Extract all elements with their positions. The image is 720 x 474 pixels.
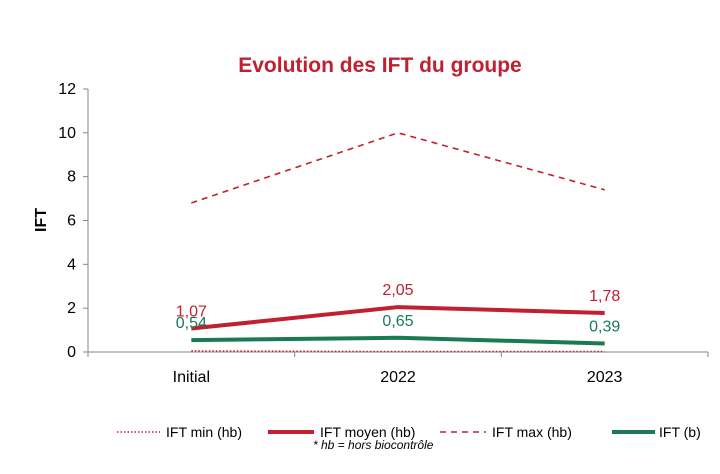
- x-tick-label: 2023: [587, 369, 623, 386]
- legend-label-0: IFT min (hb): [166, 424, 242, 440]
- legend-label-3: IFT (b): [659, 424, 701, 440]
- legend-label-2: IFT max (hb): [492, 424, 572, 440]
- legend-label-1: IFT moyen (hb): [320, 424, 415, 440]
- series-line-3: [191, 335, 605, 346]
- y-tick-label: 4: [67, 256, 76, 273]
- data-label: 0,65: [382, 313, 413, 330]
- series-line-1: [191, 305, 605, 331]
- data-label: 2,05: [382, 282, 413, 299]
- series-line-2: [191, 132, 605, 204]
- data-labels: 1,07 2,05 1,78 0,54 0,65 0,39: [176, 282, 621, 335]
- series-line-0: [191, 350, 605, 353]
- y-tick-label: 6: [67, 213, 76, 230]
- chart-title: Evolution des IFT du groupe: [238, 54, 522, 77]
- y-axis-label: IFT: [33, 208, 50, 232]
- footnote: * hb = hors biocontrôle: [313, 438, 434, 452]
- data-label: 0,39: [589, 318, 620, 335]
- series-layer: [191, 132, 605, 353]
- data-label: 1,78: [589, 288, 620, 305]
- y-tick-label: 0: [67, 344, 76, 361]
- x-tick-label: 2022: [380, 369, 416, 386]
- legend: IFT min (hb) IFT moyen (hb) IFT max (hb) IF…: [117, 424, 701, 440]
- data-label: 0,54: [176, 315, 207, 332]
- y-tick-label: 10: [58, 125, 76, 142]
- data-label: 1,07: [176, 304, 207, 321]
- x-tick-label: Initial: [173, 369, 210, 386]
- y-tick-label: 12: [58, 81, 76, 98]
- axes: 0 2 4 6 8 10 12 Initial 2022 2023: [58, 81, 709, 386]
- y-tick-label: 8: [67, 169, 76, 186]
- y-tick-label: 2: [67, 300, 76, 317]
